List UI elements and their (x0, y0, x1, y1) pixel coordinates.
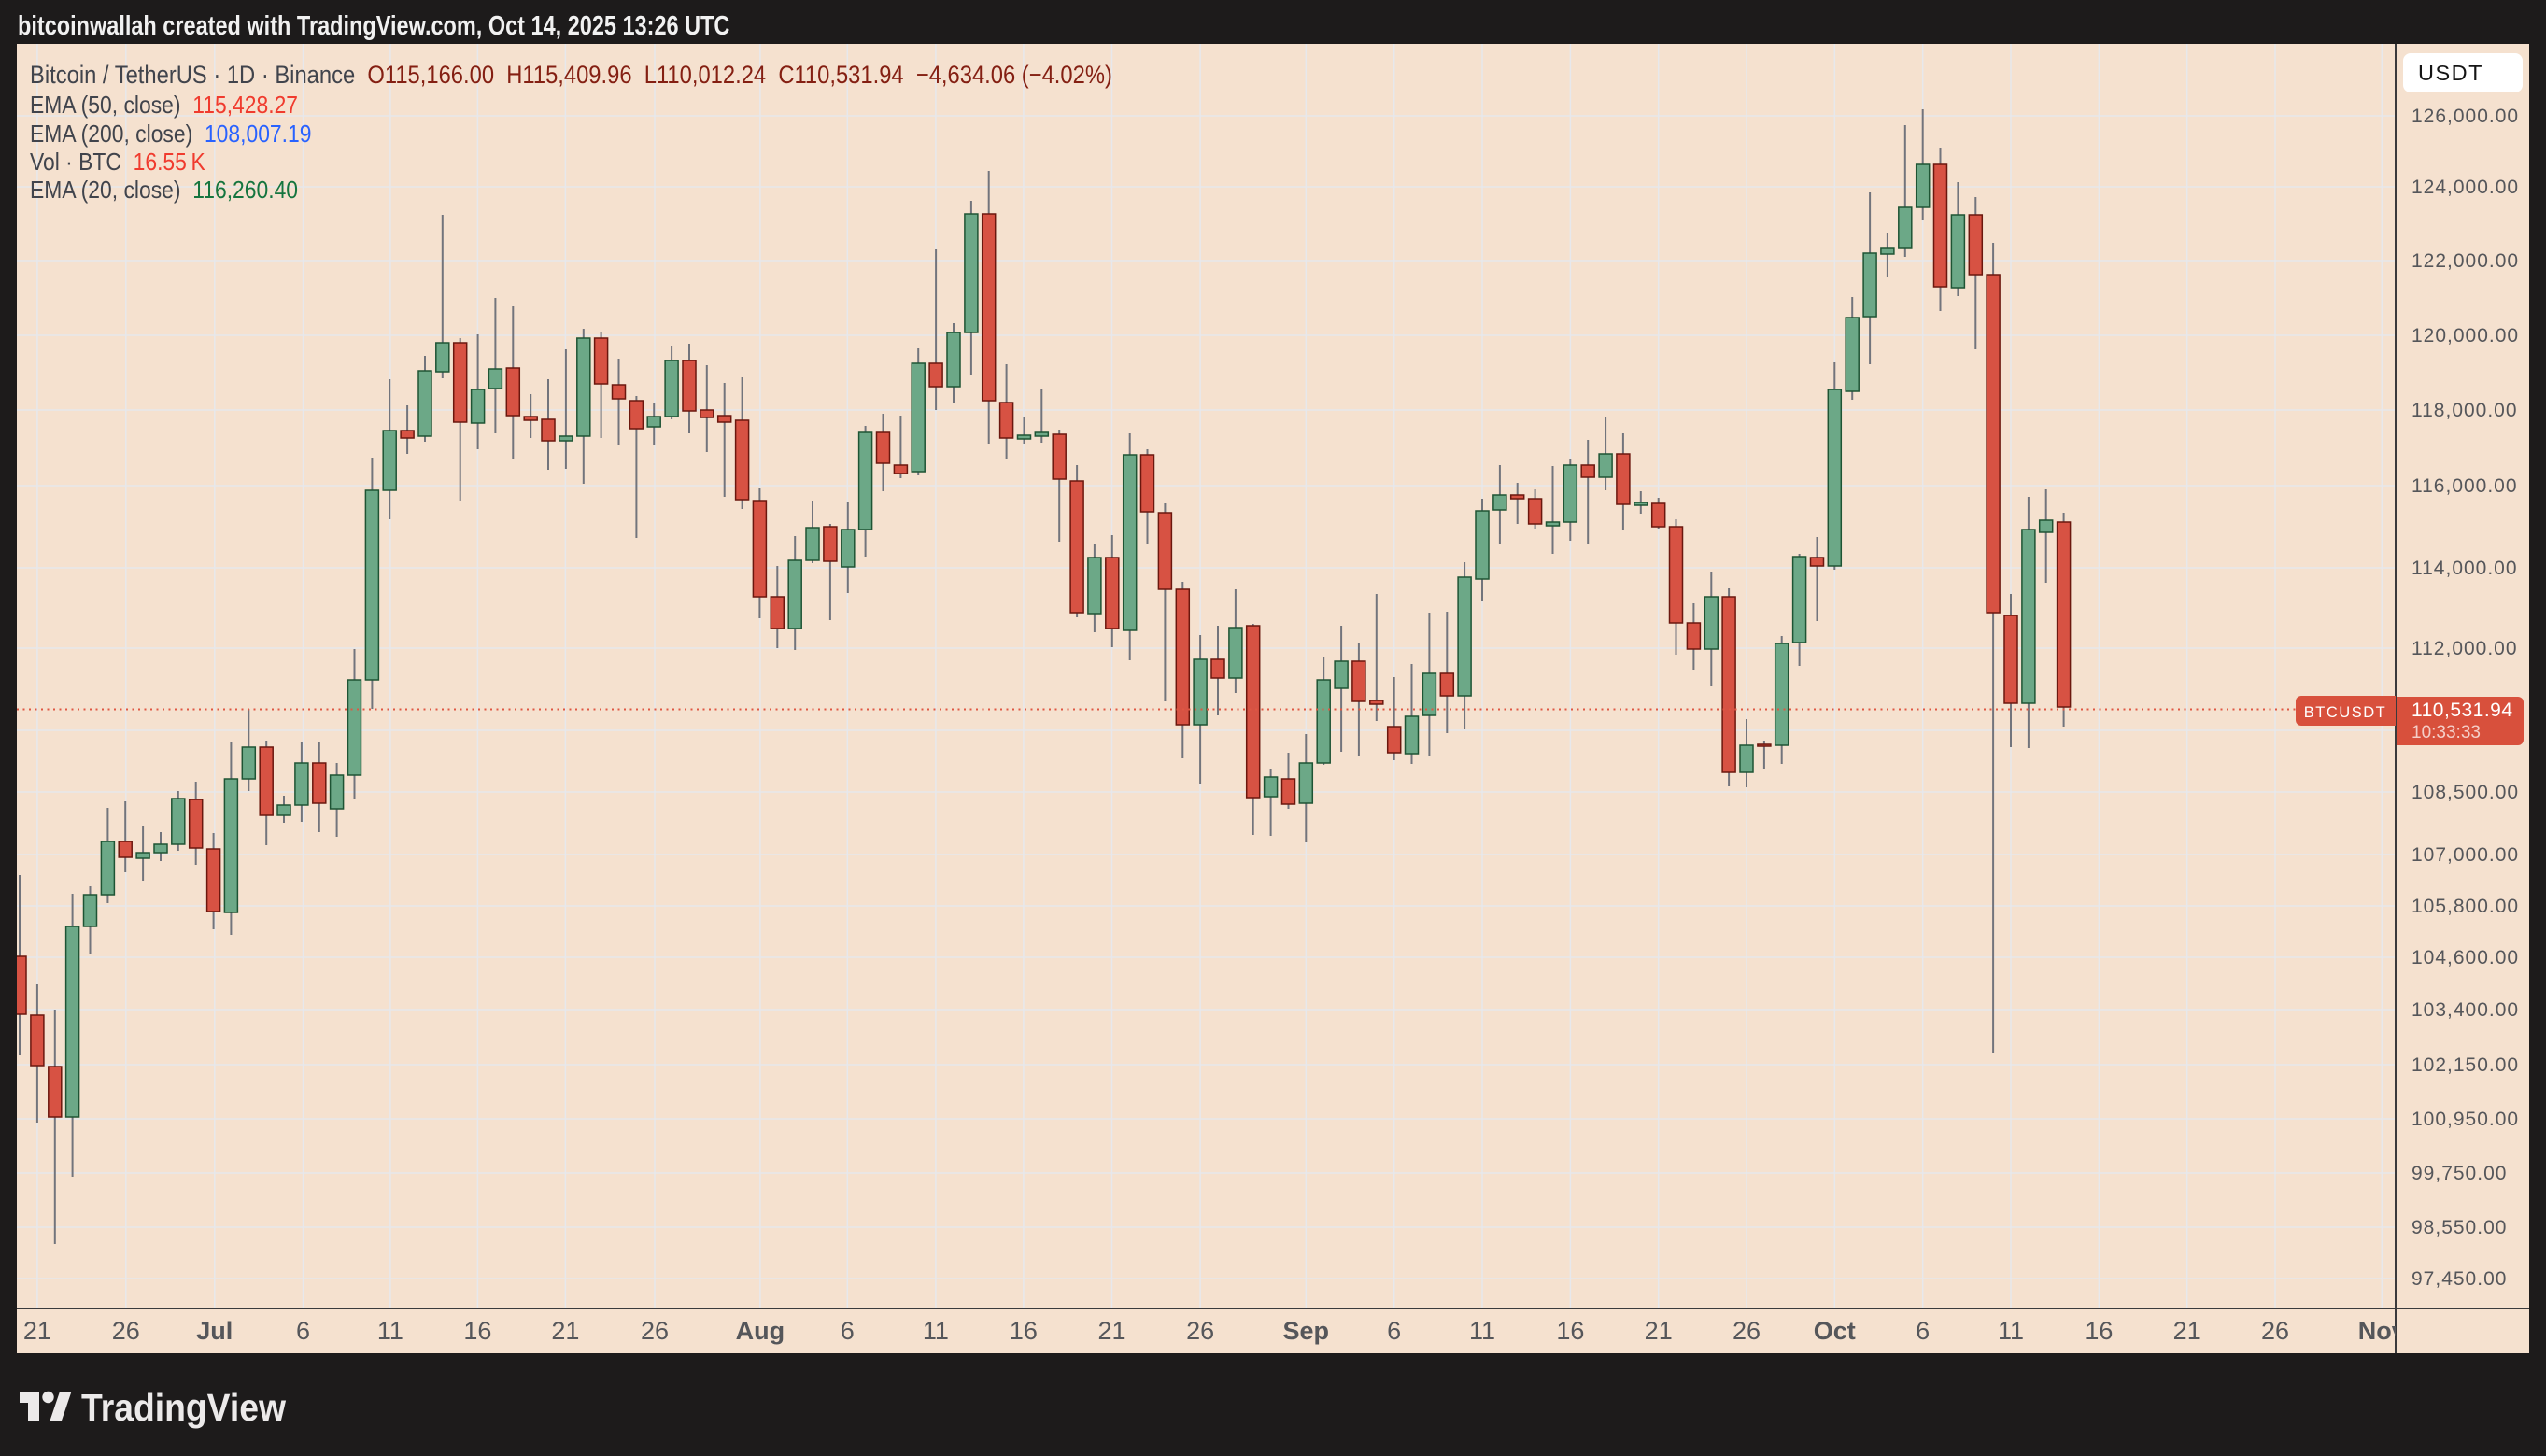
svg-text:114,000.00: 114,000.00 (2412, 558, 2518, 579)
svg-text:112,000.00: 112,000.00 (2412, 638, 2518, 659)
svg-text:6: 6 (1916, 1317, 1930, 1345)
svg-text:TradingView: TradingView (81, 1390, 286, 1429)
svg-text:16: 16 (1010, 1317, 1038, 1345)
svg-text:26: 26 (112, 1317, 140, 1345)
svg-text:108,500.00: 108,500.00 (2412, 782, 2519, 803)
svg-text:26: 26 (1186, 1317, 1214, 1345)
svg-text:6: 6 (296, 1317, 310, 1345)
svg-text:16: 16 (463, 1317, 491, 1345)
svg-text:26: 26 (641, 1317, 669, 1345)
svg-text:110,531.94: 110,531.94 (2412, 700, 2513, 721)
svg-text:26: 26 (1733, 1317, 1761, 1345)
svg-text:120,000.00: 120,000.00 (2412, 325, 2519, 346)
svg-text:104,600.00: 104,600.00 (2412, 947, 2519, 968)
svg-text:21: 21 (2173, 1317, 2201, 1345)
svg-text:107,000.00: 107,000.00 (2412, 844, 2519, 866)
svg-text:21: 21 (1097, 1317, 1125, 1345)
svg-text:11: 11 (377, 1317, 403, 1345)
svg-text:97,450.00: 97,450.00 (2412, 1268, 2507, 1290)
svg-text:11: 11 (923, 1317, 949, 1345)
svg-text:99,750.00: 99,750.00 (2412, 1163, 2507, 1184)
svg-text:Aug: Aug (736, 1317, 785, 1345)
svg-text:6: 6 (841, 1317, 855, 1345)
svg-text:124,000.00: 124,000.00 (2412, 177, 2519, 198)
svg-text:100,950.00: 100,950.00 (2412, 1109, 2519, 1130)
svg-text:105,800.00: 105,800.00 (2412, 896, 2519, 917)
svg-text:6: 6 (1387, 1317, 1401, 1345)
svg-text:116,000.00: 116,000.00 (2412, 475, 2518, 497)
svg-text:98,550.00: 98,550.00 (2412, 1217, 2507, 1238)
svg-text:126,000.00: 126,000.00 (2412, 106, 2519, 127)
svg-text:26: 26 (2261, 1317, 2289, 1345)
svg-text:10:33:33: 10:33:33 (2412, 723, 2481, 742)
svg-text:Nov: Nov (2358, 1317, 2406, 1345)
svg-text:11: 11 (1469, 1317, 1495, 1345)
svg-text:21: 21 (23, 1317, 51, 1345)
svg-text:122,000.00: 122,000.00 (2412, 250, 2519, 272)
svg-text:21: 21 (551, 1317, 579, 1345)
svg-text:21: 21 (1645, 1317, 1673, 1345)
svg-text:BTCUSDT: BTCUSDT (2304, 704, 2386, 721)
svg-text:USDT: USDT (2418, 61, 2483, 85)
svg-text:16: 16 (2085, 1317, 2113, 1345)
svg-text:118,000.00: 118,000.00 (2412, 400, 2518, 421)
svg-text:Oct: Oct (1814, 1317, 1856, 1345)
svg-text:Jul: Jul (196, 1317, 233, 1345)
svg-text:Sep: Sep (1283, 1317, 1330, 1345)
svg-text:16: 16 (1556, 1317, 1584, 1345)
svg-text:103,400.00: 103,400.00 (2412, 999, 2519, 1021)
svg-text:11: 11 (1998, 1317, 2024, 1345)
svg-text:102,150.00: 102,150.00 (2412, 1054, 2519, 1076)
